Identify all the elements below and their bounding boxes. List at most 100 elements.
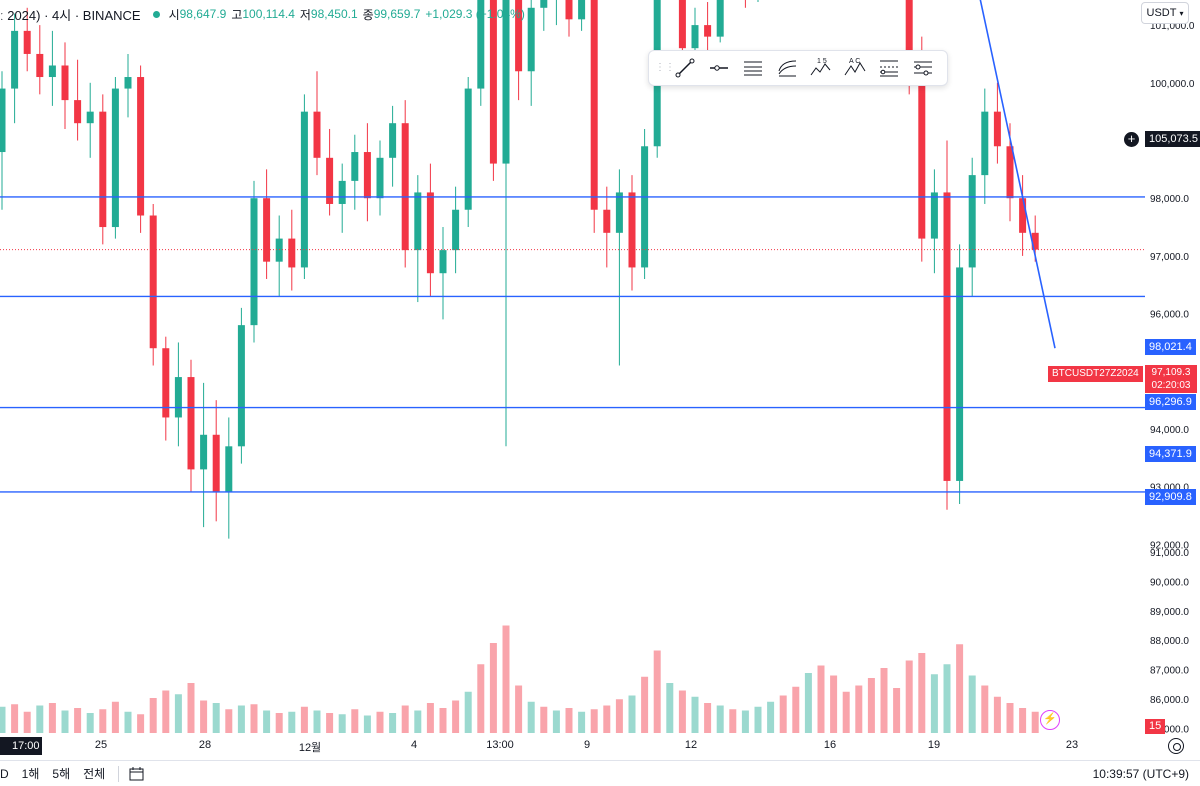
volume-bar <box>351 709 359 733</box>
candle-body <box>981 111 989 176</box>
volume-bar <box>0 706 6 733</box>
volume-bar <box>363 715 371 733</box>
candle-body <box>288 238 296 268</box>
low-value: 98,450.1 <box>310 7 358 21</box>
lightning-icon[interactable]: ⚡ <box>1040 710 1060 730</box>
candle-body <box>678 0 686 49</box>
volume-bar <box>968 675 976 733</box>
calendar-range-icon[interactable] <box>129 766 145 781</box>
price-tick-label: 88,000.0 <box>1150 636 1189 647</box>
ticker-tag: BTCUSDT27Z2024 <box>1048 366 1143 382</box>
range-button-all[interactable]: 전체 <box>83 767 106 781</box>
candle-body <box>716 0 724 37</box>
parallel-channel-icon[interactable] <box>739 54 767 82</box>
volume-bar <box>993 696 1001 733</box>
trend-line-icon[interactable] <box>671 54 699 82</box>
elliott-wave-labels: 1 5 <box>817 58 827 65</box>
candle-body <box>111 88 119 228</box>
candle-body <box>74 100 82 124</box>
abcd-pattern-labels: A C <box>849 58 860 65</box>
volume-bar <box>36 705 44 733</box>
close-value: 99,659.7 <box>373 7 421 21</box>
candle-body <box>187 377 195 470</box>
candle-body <box>86 111 94 124</box>
volume-bar <box>880 668 888 733</box>
volume-bar <box>326 713 334 733</box>
elliott-wave-icon[interactable]: 1 5 <box>807 54 835 82</box>
regression-channel-icon[interactable] <box>773 54 801 82</box>
horizontal-ray-icon[interactable] <box>705 54 733 82</box>
price-tick-label: 100,000.0 <box>1150 79 1195 90</box>
candles <box>0 0 1039 539</box>
currency-selector[interactable]: USDT ▾ <box>1141 2 1189 24</box>
volume-bar <box>867 678 875 733</box>
price-tick-label: 90,000.0 <box>1150 577 1189 588</box>
candle-body <box>99 111 107 228</box>
candle-body <box>174 377 182 418</box>
currency-label: USDT <box>1146 7 1177 19</box>
range-button-1y[interactable]: 1해 <box>21 767 40 781</box>
range-button-5y[interactable]: 5해 <box>52 767 71 781</box>
volume-bar <box>779 695 787 733</box>
low-label: 저 <box>299 7 311 22</box>
candle-body <box>691 25 699 49</box>
price-tick-label: 89,000.0 <box>1150 607 1189 618</box>
drag-handle-icon[interactable]: ⋮⋮ <box>655 62 675 73</box>
candle-body <box>338 180 346 204</box>
level-tag-98021[interactable]: 98,021.4 <box>1145 339 1196 355</box>
symbol-title[interactable]: ː 2024) · 4시 · BINANCE <box>0 7 141 23</box>
volume-bar <box>918 653 926 733</box>
volume-bar <box>754 706 762 733</box>
volume-bar <box>11 704 19 733</box>
chart-settings-icon[interactable] <box>1168 738 1184 754</box>
volume-bar <box>943 664 951 733</box>
level-tag-92909[interactable]: 92,909.8 <box>1145 489 1196 505</box>
volume-bar <box>905 660 913 733</box>
volume-bar <box>212 703 220 733</box>
volume-bar <box>489 643 497 733</box>
time-label: 12월 <box>298 742 322 754</box>
candle-body <box>540 0 548 8</box>
candle-body <box>414 192 422 251</box>
volume-bars <box>0 625 1039 733</box>
candle-body <box>11 30 19 89</box>
volume-bar <box>666 683 674 733</box>
volume-bar <box>477 664 485 733</box>
price-tick-label: 92,000.0 <box>1150 540 1189 551</box>
candle-countdown: 02:20:03 <box>1151 380 1191 391</box>
volume-bar <box>74 708 82 733</box>
volume-bar <box>691 696 699 733</box>
volume-bar <box>817 665 825 733</box>
candle-body <box>968 175 976 268</box>
add-alert-plus-icon[interactable]: + <box>1124 132 1139 147</box>
candle-body <box>956 267 964 481</box>
candle-body <box>603 209 611 233</box>
volume-bar <box>615 699 623 733</box>
candle-body <box>905 0 913 72</box>
volume-bar <box>149 698 157 733</box>
candle-body <box>439 250 447 274</box>
candle-body <box>162 348 170 418</box>
candle-body <box>993 111 1001 147</box>
range-button-d[interactable]: D <box>0 766 9 781</box>
pitchfork-icon[interactable] <box>909 54 937 82</box>
level-tag-94371[interactable]: 94,371.9 <box>1145 446 1196 462</box>
abcd-pattern-icon[interactable]: A C <box>841 54 869 82</box>
level-tag-96296[interactable]: 96,296.9 <box>1145 394 1196 410</box>
volume-bar <box>1006 703 1014 733</box>
change-value: +1,029.3 (+1.04%) <box>425 7 525 21</box>
trend-line <box>979 0 1056 349</box>
volume-bar <box>767 701 775 733</box>
volume-bar <box>426 703 434 733</box>
time-label: 25 <box>94 739 108 751</box>
close-label: 종 <box>362 7 374 22</box>
fib-retracement-icon[interactable] <box>875 54 903 82</box>
timezone-clock[interactable]: 10:39:57 (UTC+9) <box>1092 767 1189 781</box>
volume-bar <box>565 708 573 733</box>
time-label: 12 <box>684 739 698 751</box>
volume-bar <box>174 694 182 733</box>
time-label: 19 <box>927 739 941 751</box>
divider <box>118 765 120 782</box>
candle-body <box>930 192 938 239</box>
